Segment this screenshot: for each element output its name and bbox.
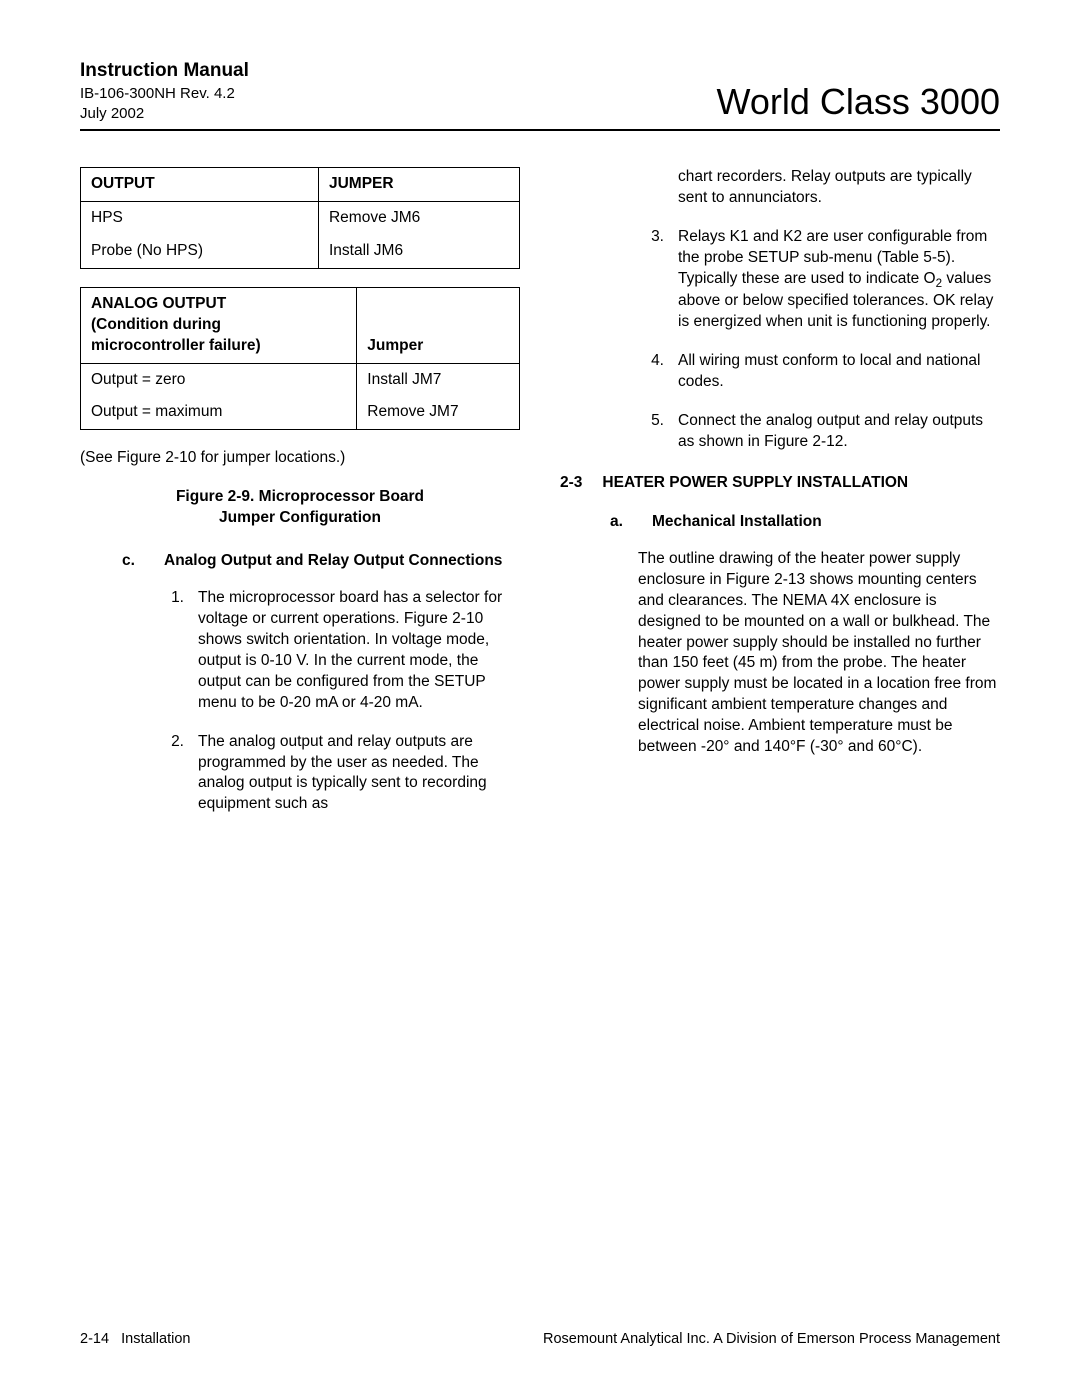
analog-output-table: ANALOG OUTPUT (Condition during microcon… <box>80 287 520 431</box>
list-item: 2. The analog output and relay outputs a… <box>164 732 520 816</box>
subsection-title: Analog Output and Relay Output Connectio… <box>164 551 502 572</box>
page-number: 2-14 <box>80 1331 109 1347</box>
list-item: 5. Connect the analog output and relay o… <box>644 411 1000 453</box>
header-left-block: Instruction Manual IB-106-300NH Rev. 4.2… <box>80 60 249 123</box>
table-cell: Remove JM6 <box>318 201 519 234</box>
list-text: The microprocessor board has a selector … <box>198 588 520 714</box>
line: (Condition during <box>91 316 221 333</box>
doc-title: Instruction Manual <box>80 60 249 82</box>
page-root: Instruction Manual IB-106-300NH Rev. 4.2… <box>0 0 1080 1397</box>
table-cell: Install JM6 <box>318 235 519 268</box>
list-text: Connect the analog output and relay outp… <box>678 411 1000 453</box>
subsection-title: Mechanical Installation <box>652 512 822 533</box>
subsection-a-paragraph: The outline drawing of the heater power … <box>560 549 1000 758</box>
list-number: 2. <box>164 732 184 816</box>
list-text: The analog output and relay outputs are … <box>198 732 520 816</box>
subsection-c-list: 1. The microprocessor board has a select… <box>80 588 520 815</box>
table-header: JUMPER <box>318 168 519 202</box>
table-header: OUTPUT <box>81 168 319 202</box>
output-jumper-table: OUTPUT JUMPER HPS Remove JM6 Probe (No H… <box>80 167 520 269</box>
subsection-c-list-continued: 3. Relays K1 and K2 are user configurabl… <box>560 227 1000 453</box>
doc-revision: IB-106-300NH Rev. 4.2 <box>80 84 249 104</box>
product-title: World Class 3000 <box>717 81 1000 123</box>
line: ANALOG OUTPUT <box>91 295 226 312</box>
list-text: Relays K1 and K2 are user configurable f… <box>678 227 1000 333</box>
footer-left: 2-14 Installation <box>80 1331 190 1347</box>
list-number: 5. <box>644 411 664 453</box>
list-number: 4. <box>644 351 664 393</box>
table-cell: Install JM7 <box>357 363 520 396</box>
table-cell: Probe (No HPS) <box>81 235 319 268</box>
table-header: ANALOG OUTPUT (Condition during microcon… <box>81 287 357 363</box>
subsection-label: a. <box>610 512 634 533</box>
table-cell: Remove JM7 <box>357 396 520 429</box>
subsection-a-heading: a. Mechanical Installation <box>560 512 1000 533</box>
right-column: chart recorders. Relay outputs are typic… <box>560 167 1000 1291</box>
section-number: 2-3 <box>560 473 582 494</box>
subsection-c-heading: c. Analog Output and Relay Output Connec… <box>80 551 520 572</box>
page-footer: 2-14 Installation Rosemount Analytical I… <box>80 1291 1000 1347</box>
table-cell: Output = zero <box>81 363 357 396</box>
jumper-location-note: (See Figure 2-10 for jumper locations.) <box>80 448 520 469</box>
list-number: 3. <box>644 227 664 333</box>
list-item: 1. The microprocessor board has a select… <box>164 588 520 714</box>
list-item: 4. All wiring must conform to local and … <box>644 351 1000 393</box>
section-title: HEATER POWER SUPPLY INSTALLATION <box>602 473 908 494</box>
section-name: Installation <box>121 1331 190 1347</box>
footer-right: Rosemount Analytical Inc. A Division of … <box>543 1331 1000 1347</box>
section-2-3-heading: 2-3 HEATER POWER SUPPLY INSTALLATION <box>560 473 1000 494</box>
figure-caption: Figure 2-9. Microprocessor Board Jumper … <box>80 487 520 529</box>
figure-caption-line: Jumper Configuration <box>219 509 381 526</box>
list-text: All wiring must conform to local and nat… <box>678 351 1000 393</box>
list-item: 3. Relays K1 and K2 are user configurabl… <box>644 227 1000 333</box>
table-cell: HPS <box>81 201 319 234</box>
figure-caption-line: Figure 2-9. Microprocessor Board <box>176 488 424 505</box>
subsection-label: c. <box>122 551 146 572</box>
continuation-text: chart recorders. Relay outputs are typic… <box>560 167 1000 209</box>
table-cell: Output = maximum <box>81 396 357 429</box>
list-number: 1. <box>164 588 184 714</box>
doc-date: July 2002 <box>80 104 249 124</box>
table-header: Jumper <box>357 287 520 363</box>
left-column: OUTPUT JUMPER HPS Remove JM6 Probe (No H… <box>80 167 520 1291</box>
body-columns: OUTPUT JUMPER HPS Remove JM6 Probe (No H… <box>80 167 1000 1291</box>
line: microcontroller failure) <box>91 337 261 354</box>
page-header: Instruction Manual IB-106-300NH Rev. 4.2… <box>80 60 1000 131</box>
